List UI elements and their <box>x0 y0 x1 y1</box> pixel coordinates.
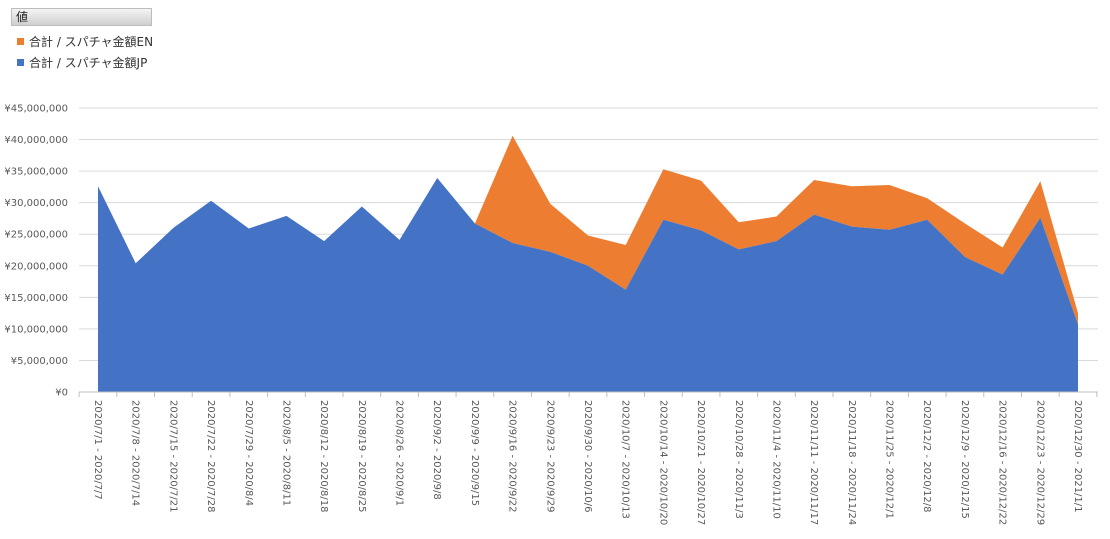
legend-item-jp[interactable]: 合計 / スパチャ金額JP <box>17 52 153 73</box>
x-tick-label: 2020/8/12 - 2020/8/18 <box>318 400 329 513</box>
x-tick-label: 2020/8/19 - 2020/8/25 <box>356 400 367 513</box>
x-tick-label: 2020/11/18 - 2020/11/24 <box>846 400 857 525</box>
x-tick-label: 2020/12/9 - 2020/12/15 <box>959 400 970 519</box>
legend-swatch-jp <box>17 59 24 66</box>
y-tick-label: ¥25,000,000 <box>4 230 68 241</box>
x-tick-label: 2020/9/30 - 2020/10/6 <box>582 400 593 513</box>
y-tick-label: ¥15,000,000 <box>4 293 68 304</box>
x-tick-label: 2020/8/5 - 2020/8/11 <box>280 400 291 506</box>
y-tick-label: ¥0 <box>55 388 68 399</box>
legend-swatch-en <box>17 38 24 45</box>
y-tick-label: ¥35,000,000 <box>4 167 68 178</box>
x-tick-label: 2020/7/22 - 2020/7/28 <box>205 400 216 513</box>
y-tick-label: ¥45,000,000 <box>4 104 68 115</box>
x-tick-label: 2020/10/28 - 2020/11/3 <box>733 400 744 519</box>
x-tick-label: 2020/10/21 - 2020/10/27 <box>695 400 706 525</box>
legend: 合計 / スパチャ金額EN 合計 / スパチャ金額JP <box>17 31 153 73</box>
x-tick-label: 2020/11/25 - 2020/12/1 <box>884 400 895 519</box>
legend-item-en[interactable]: 合計 / スパチャ金額EN <box>17 31 153 52</box>
x-tick-label: 2020/8/26 - 2020/9/1 <box>394 400 405 506</box>
x-tick-label: 2020/7/8 - 2020/7/14 <box>130 400 141 506</box>
x-tick-label: 2020/9/2 - 2020/9/8 <box>431 400 442 500</box>
x-tick-label: 2020/12/30 - 2021/1/1 <box>1072 400 1083 513</box>
x-tick-label: 2020/7/29 - 2020/8/4 <box>243 400 254 506</box>
y-tick-label: ¥10,000,000 <box>4 324 68 335</box>
y-tick-label: ¥40,000,000 <box>4 135 68 146</box>
legend-label-jp: 合計 / スパチャ金額JP <box>29 56 148 70</box>
x-tick-label: 2020/9/23 - 2020/9/29 <box>544 400 555 513</box>
x-tick-label: 2020/10/7 - 2020/10/13 <box>620 400 631 519</box>
x-tick-label: 2020/12/2 - 2020/12/8 <box>921 400 932 513</box>
x-tick-label: 2020/7/1 - 2020/7/7 <box>92 400 103 500</box>
x-tick-label: 2020/9/9 - 2020/9/15 <box>469 400 480 506</box>
y-tick-label: ¥5,000,000 <box>11 356 68 367</box>
x-tick-label: 2020/9/16 - 2020/9/22 <box>507 400 518 513</box>
x-tick-label: 2020/11/4 - 2020/11/10 <box>770 400 781 519</box>
x-tick-label: 2020/11/11 - 2020/11/17 <box>808 400 819 525</box>
x-tick-label: 2020/12/23 - 2020/12/29 <box>1034 400 1045 525</box>
x-tick-label: 2020/12/16 - 2020/12/22 <box>997 400 1008 525</box>
x-tick-label: 2020/7/15 - 2020/7/21 <box>167 400 178 513</box>
y-tick-label: ¥30,000,000 <box>4 198 68 209</box>
legend-header[interactable]: 値 <box>11 8 152 26</box>
x-tick-label: 2020/10/14 - 2020/10/20 <box>657 400 668 525</box>
legend-label-en: 合計 / スパチャ金額EN <box>29 35 154 49</box>
y-tick-label: ¥20,000,000 <box>4 261 68 272</box>
series-area-jp <box>98 178 1078 392</box>
